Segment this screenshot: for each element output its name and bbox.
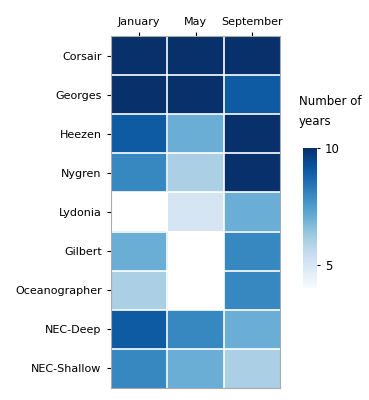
Text: years: years <box>299 115 331 128</box>
Text: Number of: Number of <box>299 95 361 108</box>
